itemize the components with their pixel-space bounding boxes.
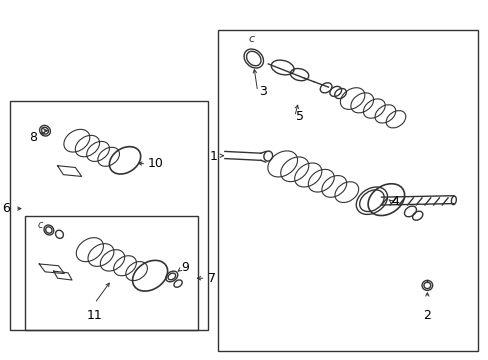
- Text: 8: 8: [29, 131, 37, 144]
- Bar: [25, 216, 198, 330]
- Text: 3: 3: [259, 85, 267, 98]
- Text: 4: 4: [390, 195, 398, 208]
- Text: 10: 10: [147, 157, 163, 170]
- Text: 9: 9: [181, 261, 189, 274]
- Text: 2: 2: [423, 309, 430, 321]
- Text: c: c: [248, 34, 254, 44]
- Text: 7: 7: [207, 272, 216, 285]
- Text: 11: 11: [86, 309, 102, 321]
- Text: 5: 5: [295, 111, 303, 123]
- Bar: [10, 102, 207, 330]
- Text: c: c: [38, 220, 43, 230]
- Bar: [217, 30, 477, 351]
- Text: 1: 1: [209, 150, 217, 163]
- Text: 6: 6: [2, 202, 10, 215]
